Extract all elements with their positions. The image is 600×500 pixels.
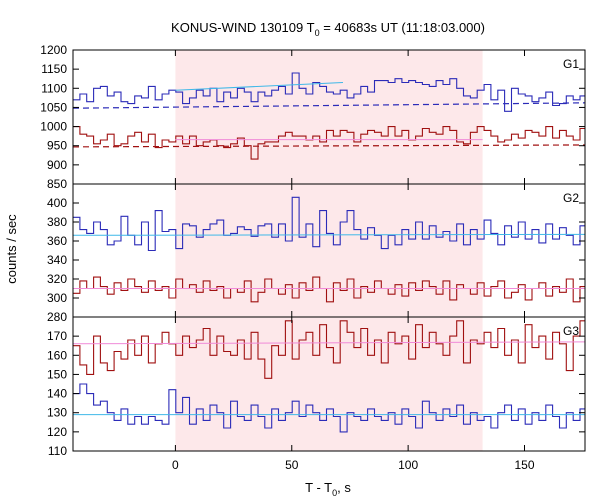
x-axis-label: T - T0, s: [305, 480, 351, 498]
xtick-label-50: 50: [285, 458, 299, 472]
ytick-label-g1-900: 900: [47, 158, 67, 172]
ytick-label-g3-140: 140: [47, 387, 67, 401]
text-layer: KONUS-WIND 130109 T0 = 40683s UT (11:18:…: [4, 20, 579, 498]
ytick-label-g1-850: 850: [47, 177, 67, 191]
panel-label-g3: G3: [563, 324, 579, 338]
ytick-label-g3-120: 120: [47, 425, 67, 439]
ref-line-g1-0: [72, 102, 586, 109]
ref-line-g1-2: [175, 82, 343, 91]
ytick-label-g2-360: 360: [47, 234, 67, 248]
series-g3-blue: [73, 383, 585, 433]
series-g1-blue: [73, 72, 585, 112]
series-layer: [72, 72, 586, 433]
shade-interval-g2: [175, 184, 483, 317]
ref-line-g1-1: [72, 144, 586, 148]
shade-interval-g1: [175, 50, 483, 184]
ytick-label-g3-170: 170: [47, 329, 67, 343]
ytick-label-g3-160: 160: [47, 348, 67, 362]
ytick-label-g1-1150: 1150: [41, 62, 67, 76]
xtick-label-100: 100: [398, 458, 418, 472]
ytick-label-g2-340: 340: [47, 253, 67, 267]
ytick-label-g2-400: 400: [47, 196, 67, 210]
y-axis-label: counts / sec: [4, 214, 19, 284]
ref-line-g3-0: [72, 341, 586, 345]
ref-line-g2-0: [72, 233, 586, 236]
series-g1-red: [73, 126, 585, 160]
ytick-label-g1-950: 950: [47, 139, 67, 153]
panel-frame-g3: [72, 316, 586, 452]
ytick-label-g2-280: 280: [47, 310, 67, 324]
ytick-label-g2-380: 380: [47, 215, 67, 229]
ytick-label-g3-130: 130: [47, 406, 67, 420]
frame-layer: [72, 49, 586, 452]
shade-layer: [175, 50, 483, 451]
ytick-label-g1-1050: 1050: [40, 100, 67, 114]
ytick-label-g3-110: 110: [48, 444, 67, 458]
chart-title: KONUS-WIND 130109 T0 = 40683s UT (11:18:…: [171, 20, 485, 38]
shade-interval-g3: [175, 317, 483, 451]
ytick-label-g3-150: 150: [47, 367, 67, 381]
ytick-label-g2-300: 300: [47, 291, 67, 305]
xtick-label-150: 150: [514, 458, 534, 472]
ytick-label-g1-1100: 1100: [41, 81, 67, 95]
ytick-label-g1-1000: 1000: [40, 120, 67, 134]
ytick-label-g1-1200: 1200: [40, 43, 67, 57]
series-g2-blue: [73, 196, 585, 252]
xtick-label-0: 0: [172, 458, 179, 472]
panel-label-g1: G1: [563, 57, 579, 71]
series-g2-red: [73, 276, 585, 303]
ytick-label-g2-320: 320: [47, 272, 67, 286]
panel-label-g2: G2: [563, 191, 579, 205]
